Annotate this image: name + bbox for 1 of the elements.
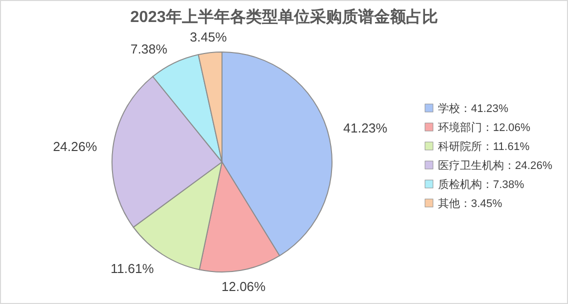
title: 2023年上半年各类型单位采购质谱金额占比 xyxy=(130,9,438,26)
